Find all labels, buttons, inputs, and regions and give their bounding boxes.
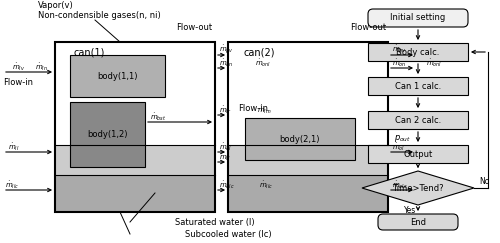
Text: body(2,1): body(2,1)	[280, 134, 320, 144]
Text: $\dot{m}_{lr}$: $\dot{m}_{lr}$	[219, 104, 232, 116]
Text: $\dot{m}_{pv}$: $\dot{m}_{pv}$	[219, 43, 234, 57]
Text: $\dot{m}_{onl}$: $\dot{m}_{onl}$	[255, 57, 272, 69]
Bar	[70, 102, 145, 167]
Bar	[245, 118, 355, 160]
Text: Saturated water (l): Saturated water (l)	[175, 217, 255, 226]
Text: $\dot{m}_{lv}$: $\dot{m}_{lv}$	[12, 61, 25, 73]
Text: can(2): can(2)	[243, 47, 274, 57]
Text: can(1): can(1)	[73, 47, 104, 57]
Text: $\dot{m}_{on}$: $\dot{m}_{on}$	[392, 57, 406, 69]
Text: Output: Output	[404, 149, 432, 158]
Text: Flow-in: Flow-in	[3, 78, 33, 87]
Bar	[368, 145, 468, 163]
Text: Subcooled water (lc): Subcooled water (lc)	[185, 229, 272, 238]
Text: $\dot{m}_{onl}$: $\dot{m}_{onl}$	[426, 57, 442, 69]
Text: $\dot{m}_{elc}$: $\dot{m}_{elc}$	[219, 179, 235, 191]
Text: $p_{out}$: $p_{out}$	[394, 132, 411, 144]
Text: $\dot{m}_{lm}$: $\dot{m}_{lm}$	[257, 104, 272, 116]
Text: $\dot{m}_{pv}$: $\dot{m}_{pv}$	[392, 43, 407, 57]
Bar	[228, 175, 388, 212]
Text: Can 1 calc.: Can 1 calc.	[395, 81, 441, 90]
Bar	[70, 55, 165, 97]
Text: Non-condensible gases(n, ni): Non-condensible gases(n, ni)	[38, 11, 161, 20]
Text: $\dot{m}_{il}$: $\dot{m}_{il}$	[8, 141, 20, 153]
Text: $\dot{m}_{el}$: $\dot{m}_{el}$	[219, 141, 232, 153]
Bar	[368, 43, 468, 61]
Text: $\dot{m}_{ll}$: $\dot{m}_{ll}$	[219, 151, 230, 163]
Text: Flow-out: Flow-out	[176, 24, 212, 33]
FancyBboxPatch shape	[368, 9, 468, 27]
Text: $\dot{m}_{bst}$: $\dot{m}_{bst}$	[150, 111, 166, 123]
Text: Vapor(v): Vapor(v)	[38, 1, 74, 10]
Text: $\dot{m}_{ln}$: $\dot{m}_{ln}$	[35, 61, 48, 73]
Text: $\dot{m}_{ilc}$: $\dot{m}_{ilc}$	[5, 179, 19, 191]
Text: No: No	[479, 176, 489, 185]
Text: Flow-in: Flow-in	[238, 104, 268, 113]
Bar	[228, 145, 388, 175]
FancyBboxPatch shape	[378, 214, 458, 230]
Bar	[368, 77, 468, 95]
Polygon shape	[362, 171, 474, 205]
Bar	[368, 111, 468, 129]
Bar	[55, 175, 215, 212]
Text: Flow-out: Flow-out	[350, 24, 386, 33]
Bar	[228, 42, 388, 212]
Text: body(1,2): body(1,2)	[88, 130, 128, 139]
Text: Time>Tend?: Time>Tend?	[392, 183, 444, 192]
Text: Can 2 calc.: Can 2 calc.	[395, 115, 441, 124]
Text: $\dot{m}_{on}$: $\dot{m}_{on}$	[219, 57, 234, 69]
Text: Yes: Yes	[404, 206, 416, 215]
Text: body(1,1): body(1,1)	[97, 71, 138, 80]
Text: $\dot{m}_{ol}$: $\dot{m}_{ol}$	[392, 141, 405, 153]
Text: Body calc.: Body calc.	[396, 47, 440, 57]
Bar	[55, 145, 215, 175]
Text: $\dot{m}_{olc}$: $\dot{m}_{olc}$	[392, 179, 408, 191]
Text: Initial setting: Initial setting	[390, 14, 446, 23]
Text: End: End	[410, 217, 426, 226]
Text: $\dot{m}_{ilc}$: $\dot{m}_{ilc}$	[259, 179, 273, 191]
Bar	[55, 42, 215, 212]
